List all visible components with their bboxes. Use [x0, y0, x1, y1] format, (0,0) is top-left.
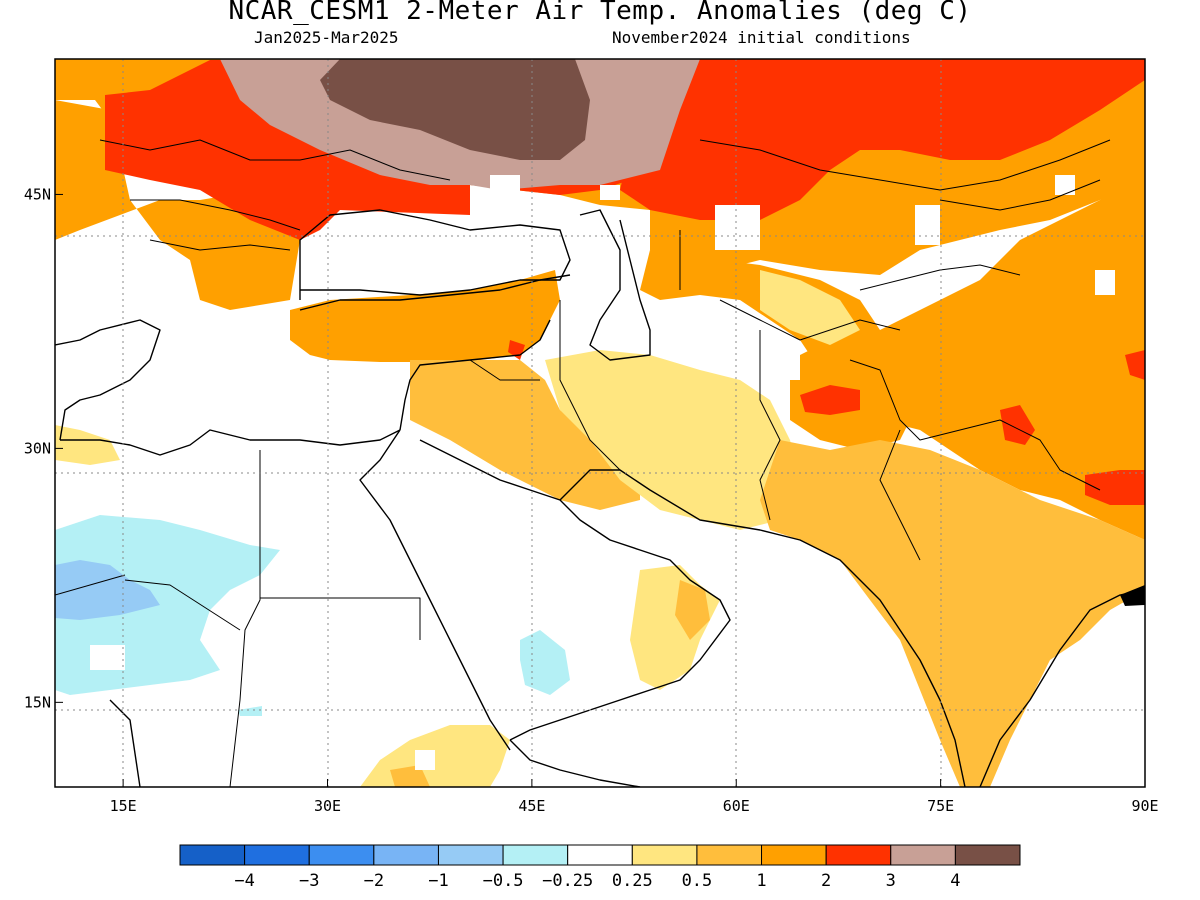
colorbar-swatch	[502, 844, 569, 866]
region-siberia-hot	[620, 59, 1145, 220]
colorbar-swatch	[179, 844, 246, 866]
colorbar-swatch	[244, 844, 310, 866]
region-ethiopia-warm	[390, 765, 430, 787]
colorbar-swatch	[631, 844, 698, 866]
region-europe-west-warm	[55, 100, 330, 310]
colorbar-swatch	[761, 844, 827, 866]
colorbar-label: −4	[234, 871, 254, 891]
masked-cells	[90, 175, 1115, 770]
colorbar-label: 4	[950, 871, 960, 891]
region-oman-warm	[675, 580, 710, 640]
x-tick-label: 60E	[723, 797, 750, 815]
x-tick-label: 75E	[927, 797, 954, 815]
colorbar-swatch	[308, 844, 375, 866]
bangladesh-coast	[1120, 585, 1145, 606]
colorbar-swatch	[696, 844, 763, 866]
x-tick-label: 45E	[518, 797, 545, 815]
y-axis: 45N 30N 15N	[24, 185, 63, 711]
colorbar-label: −2	[364, 871, 384, 891]
colorbar-label: 0.5	[682, 871, 713, 891]
colorbar-swatch	[890, 844, 956, 866]
region-libya-light	[55, 425, 120, 465]
region-russia-max	[320, 59, 590, 160]
colorbar-label: −0.5	[483, 871, 524, 891]
grid	[55, 59, 1145, 787]
colorbar-swatch	[567, 844, 633, 866]
region-south-asia-warm	[760, 440, 1145, 787]
colorbar-label: −1	[428, 871, 448, 891]
x-axis: 15E 30E 45E 60E 75E 90E	[110, 779, 1159, 815]
colorbar-swatch	[954, 844, 1021, 866]
region-sahara-cooler	[55, 560, 160, 620]
region-turkey-warm	[290, 270, 560, 362]
y-tick-label: 15N	[24, 693, 51, 711]
region-cool-spot	[238, 706, 262, 716]
hotspot-afghanistan	[800, 385, 860, 415]
colorbar-label: −3	[299, 871, 319, 891]
colorbar-label: 1	[756, 871, 766, 891]
y-tick-label: 45N	[24, 185, 51, 203]
hotspot-himalaya	[1000, 405, 1035, 445]
x-tick-label: 90E	[1131, 797, 1158, 815]
colorbar-swatch	[825, 844, 892, 866]
colorbar-label: 3	[886, 871, 896, 891]
forecast-period: Jan2025-Mar2025	[254, 28, 399, 47]
colorbar-swatch	[373, 844, 439, 866]
colorbar-swatch	[437, 844, 504, 866]
region-levant-warm	[410, 360, 640, 510]
colorbar-label: −0.25	[542, 871, 593, 891]
x-tick-label: 30E	[314, 797, 341, 815]
region-kazakh-light	[760, 270, 860, 345]
initial-conditions: November2024 initial conditions	[612, 28, 911, 47]
anomaly-field	[55, 59, 1145, 787]
x-tick-label: 15E	[110, 797, 137, 815]
hotspot-tibet	[1085, 470, 1145, 505]
y-tick-label: 30N	[24, 439, 51, 457]
colorbar-label: 2	[821, 871, 831, 891]
plot-frame	[54, 58, 1146, 788]
colorbar-label: 0.25	[612, 871, 653, 891]
colorbar: −4 −3 −2 −1 −0.5 −0.25 0.25 0.5 1 2 3 4	[179, 844, 1021, 891]
borders	[55, 139, 1111, 787]
hotspot-east	[1125, 350, 1145, 380]
map-title: NCAR_CESM1 2-Meter Air Temp. Anomalies (…	[228, 0, 972, 26]
